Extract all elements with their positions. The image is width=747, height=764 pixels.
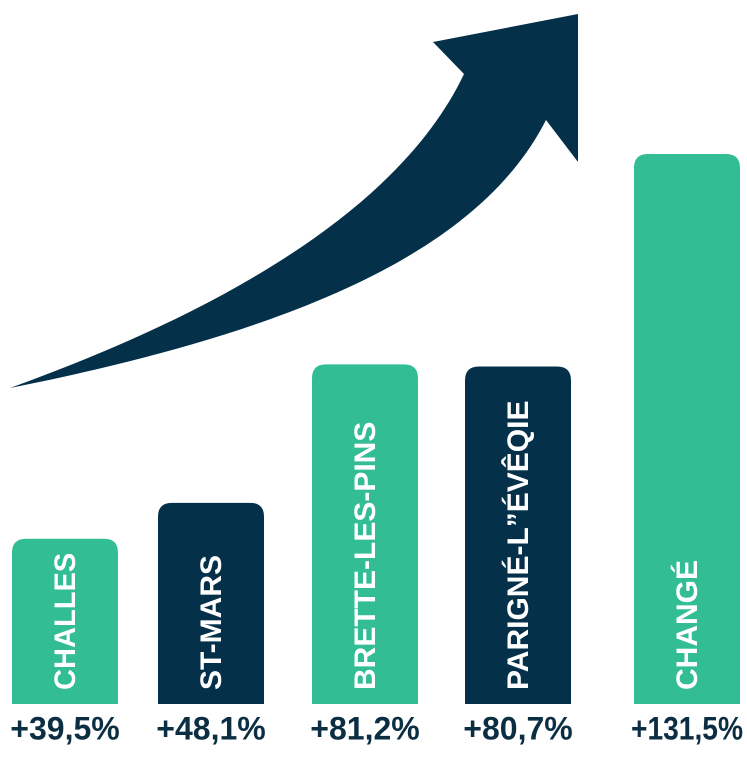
trend-up-arrow-icon xyxy=(10,14,578,388)
bar-3-category-label: BRETTE-LES-PINS xyxy=(349,422,382,690)
bar-2-category-label: ST-MARS xyxy=(195,555,228,690)
bar-group xyxy=(12,154,740,704)
bar-1-value-label: +39,5% xyxy=(10,710,119,746)
bar-5-value-label: +131,5% xyxy=(631,710,743,746)
bar-4-value-label: +80,7% xyxy=(463,710,572,746)
bar-1 xyxy=(12,538,118,704)
value-label-group: +39,5% +48,1% +81,2% +80,7% +131,5% xyxy=(10,710,743,746)
bar-5 xyxy=(634,154,740,704)
bar-4-category-label: PARIGNÉ-L”ÉVÊQIE xyxy=(501,401,535,690)
bar-4 xyxy=(465,366,571,704)
bar-3 xyxy=(312,364,418,704)
bar-2 xyxy=(158,502,264,704)
category-label-group: CHALLES ST-MARS BRETTE-LES-PINS PARIGNÉ-L”É… xyxy=(49,401,704,690)
bar-2-value-label: +48,1% xyxy=(156,710,265,746)
bar-3-value-label: +81,2% xyxy=(310,710,419,746)
bar-1-category-label: CHALLES xyxy=(49,553,82,690)
bar-5-category-label: CHANGÉ xyxy=(670,560,704,690)
